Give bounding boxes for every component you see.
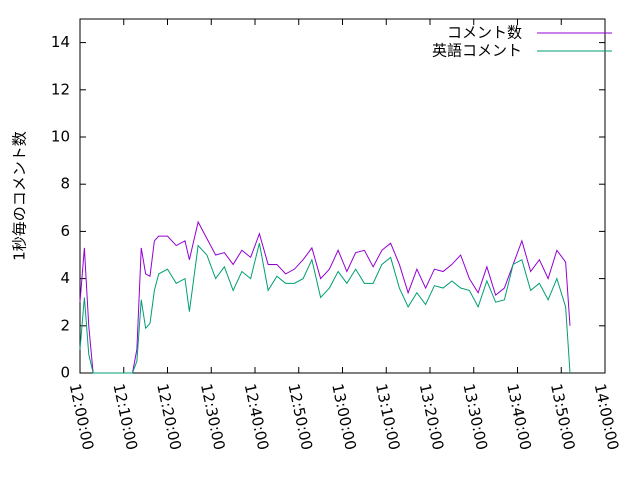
y-tick-label: 4	[60, 269, 70, 287]
y-tick-label: 14	[51, 33, 70, 51]
legend-label: 英語コメント	[432, 42, 522, 60]
y-tick-label: 0	[60, 364, 70, 382]
series-line	[79, 220, 571, 374]
x-tick-label: 12:40:00	[241, 382, 273, 452]
series-line	[79, 243, 571, 374]
y-tick-label: 2	[60, 316, 70, 334]
x-tick-label: 13:50:00	[547, 382, 579, 452]
x-tick-label: 13:30:00	[459, 382, 491, 452]
x-tick-label: 13:20:00	[416, 382, 448, 452]
y-tick-label: 6	[60, 222, 70, 240]
legend-label: コメント数	[447, 24, 522, 42]
plot-frame	[79, 18, 606, 374]
y-tick-label: 10	[51, 128, 70, 146]
y-tick-label: 12	[51, 80, 70, 98]
x-tick-label: 12:30:00	[197, 382, 229, 452]
x-tick-label: 12:50:00	[284, 382, 316, 452]
x-tick-label: 12:20:00	[153, 382, 185, 452]
x-tick-label: 13:40:00	[503, 382, 535, 452]
y-tick-label: 8	[60, 175, 70, 193]
x-tick-label: 14:00:00	[591, 382, 623, 452]
x-tick-label: 13:00:00	[328, 382, 360, 452]
x-tick-label: 13:10:00	[372, 382, 404, 452]
y-axis-label: 1秒毎のコメント数	[11, 131, 29, 261]
x-tick-label: 12:10:00	[109, 382, 141, 452]
x-tick-label: 12:00:00	[66, 382, 98, 452]
